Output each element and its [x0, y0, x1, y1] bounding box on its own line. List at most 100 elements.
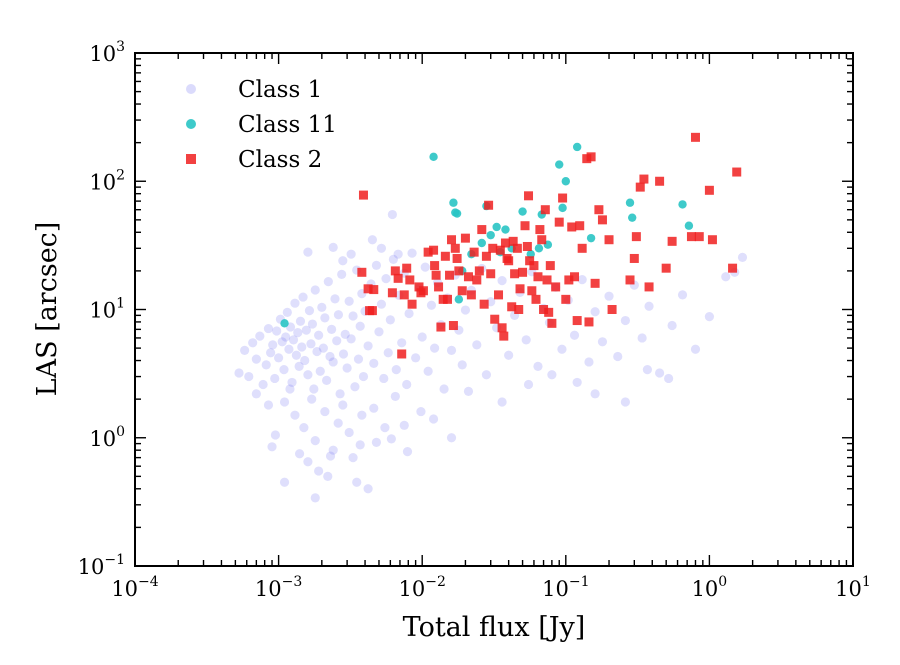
- data-point: [515, 284, 525, 294]
- axis-ticks: [134, 52, 854, 567]
- data-point: [488, 243, 498, 253]
- x-tick-label: 10−1: [542, 574, 589, 601]
- x-axis-label: Total flux [Jy]: [403, 612, 586, 643]
- data-point: [306, 339, 316, 349]
- data-point: [439, 384, 449, 394]
- data-point: [518, 267, 528, 277]
- data-point: [333, 418, 343, 428]
- data-point: [344, 427, 354, 438]
- data-point: [261, 360, 271, 370]
- legend-label: Class 2: [238, 147, 322, 173]
- x-tick-label: 10−4: [111, 574, 158, 601]
- data-point: [527, 286, 537, 296]
- x-tick-label: 100: [692, 574, 728, 601]
- data-point: [268, 340, 278, 350]
- y-tick-label: 100: [89, 424, 125, 451]
- data-point: [376, 243, 387, 253]
- data-point: [402, 263, 412, 273]
- data-point: [561, 294, 571, 304]
- data-point: [477, 225, 487, 235]
- legend-marker: [186, 84, 196, 94]
- data-point: [531, 294, 541, 304]
- data-point: [460, 305, 471, 315]
- data-point: [607, 305, 617, 314]
- data-point: [586, 152, 596, 162]
- data-point: [644, 282, 654, 292]
- data-point: [644, 301, 654, 311]
- data-point: [732, 167, 742, 177]
- data-point: [328, 242, 338, 252]
- data-point: [494, 290, 504, 300]
- data-point: [558, 203, 567, 213]
- data-point: [393, 273, 403, 283]
- data-point: [338, 400, 348, 410]
- data-point: [291, 350, 301, 360]
- data-point: [338, 349, 349, 359]
- data-point: [309, 384, 319, 394]
- data-point: [423, 366, 433, 376]
- data-point: [534, 244, 544, 253]
- data-point: [304, 306, 315, 316]
- data-point: [639, 174, 649, 184]
- data-point: [310, 436, 320, 446]
- data-point: [457, 360, 467, 370]
- data-point: [284, 344, 294, 354]
- data-point: [294, 361, 304, 372]
- data-point: [486, 230, 495, 240]
- data-point: [376, 299, 387, 309]
- legend-marker: [186, 154, 196, 164]
- data-point: [402, 379, 412, 390]
- data-point: [390, 391, 400, 402]
- data-point: [457, 286, 467, 296]
- data-point: [590, 278, 600, 288]
- data-point: [737, 252, 748, 262]
- data-point: [597, 337, 608, 347]
- data-point: [533, 361, 543, 372]
- data-point: [393, 249, 403, 259]
- data-point: [533, 272, 543, 282]
- data-point: [537, 235, 547, 245]
- data-point: [323, 471, 333, 481]
- data-point: [525, 256, 535, 266]
- data-point: [472, 275, 482, 285]
- data-point: [300, 355, 310, 366]
- data-point: [369, 358, 379, 368]
- data-point: [497, 276, 507, 286]
- data-point: [584, 357, 594, 367]
- data-point: [288, 335, 299, 345]
- data-point: [353, 354, 364, 364]
- data-point: [248, 338, 258, 348]
- data-point: [521, 335, 531, 345]
- data-point: [290, 410, 300, 420]
- data-point: [280, 319, 289, 328]
- data-point: [282, 307, 292, 317]
- legend-item: Class 1: [186, 77, 322, 103]
- data-point: [472, 340, 482, 350]
- data-point: [570, 272, 580, 282]
- data-point: [371, 260, 382, 270]
- data-point: [333, 310, 344, 320]
- data-point: [604, 235, 614, 245]
- data-point: [426, 300, 437, 310]
- data-point: [346, 334, 356, 344]
- data-point: [704, 312, 715, 322]
- data-point: [613, 351, 623, 362]
- series-class-1: [234, 209, 748, 503]
- data-point: [328, 357, 338, 367]
- y-tick-labels: 10−1 100 101 102 103: [78, 39, 125, 579]
- data-point: [367, 235, 378, 245]
- data-point: [440, 251, 450, 261]
- data-point: [310, 285, 320, 295]
- data-point: [299, 422, 309, 433]
- data-point: [348, 311, 358, 321]
- data-point: [244, 371, 254, 382]
- data-point: [495, 245, 505, 255]
- legend: Class 1 Class 11 Class 2: [186, 77, 337, 173]
- data-point: [572, 316, 582, 326]
- data-point: [417, 332, 427, 342]
- legend-label: Class 11: [238, 112, 337, 138]
- data-point: [558, 193, 568, 203]
- data-point: [452, 253, 462, 263]
- data-point: [655, 368, 665, 378]
- y-tick-label: 103: [89, 39, 125, 66]
